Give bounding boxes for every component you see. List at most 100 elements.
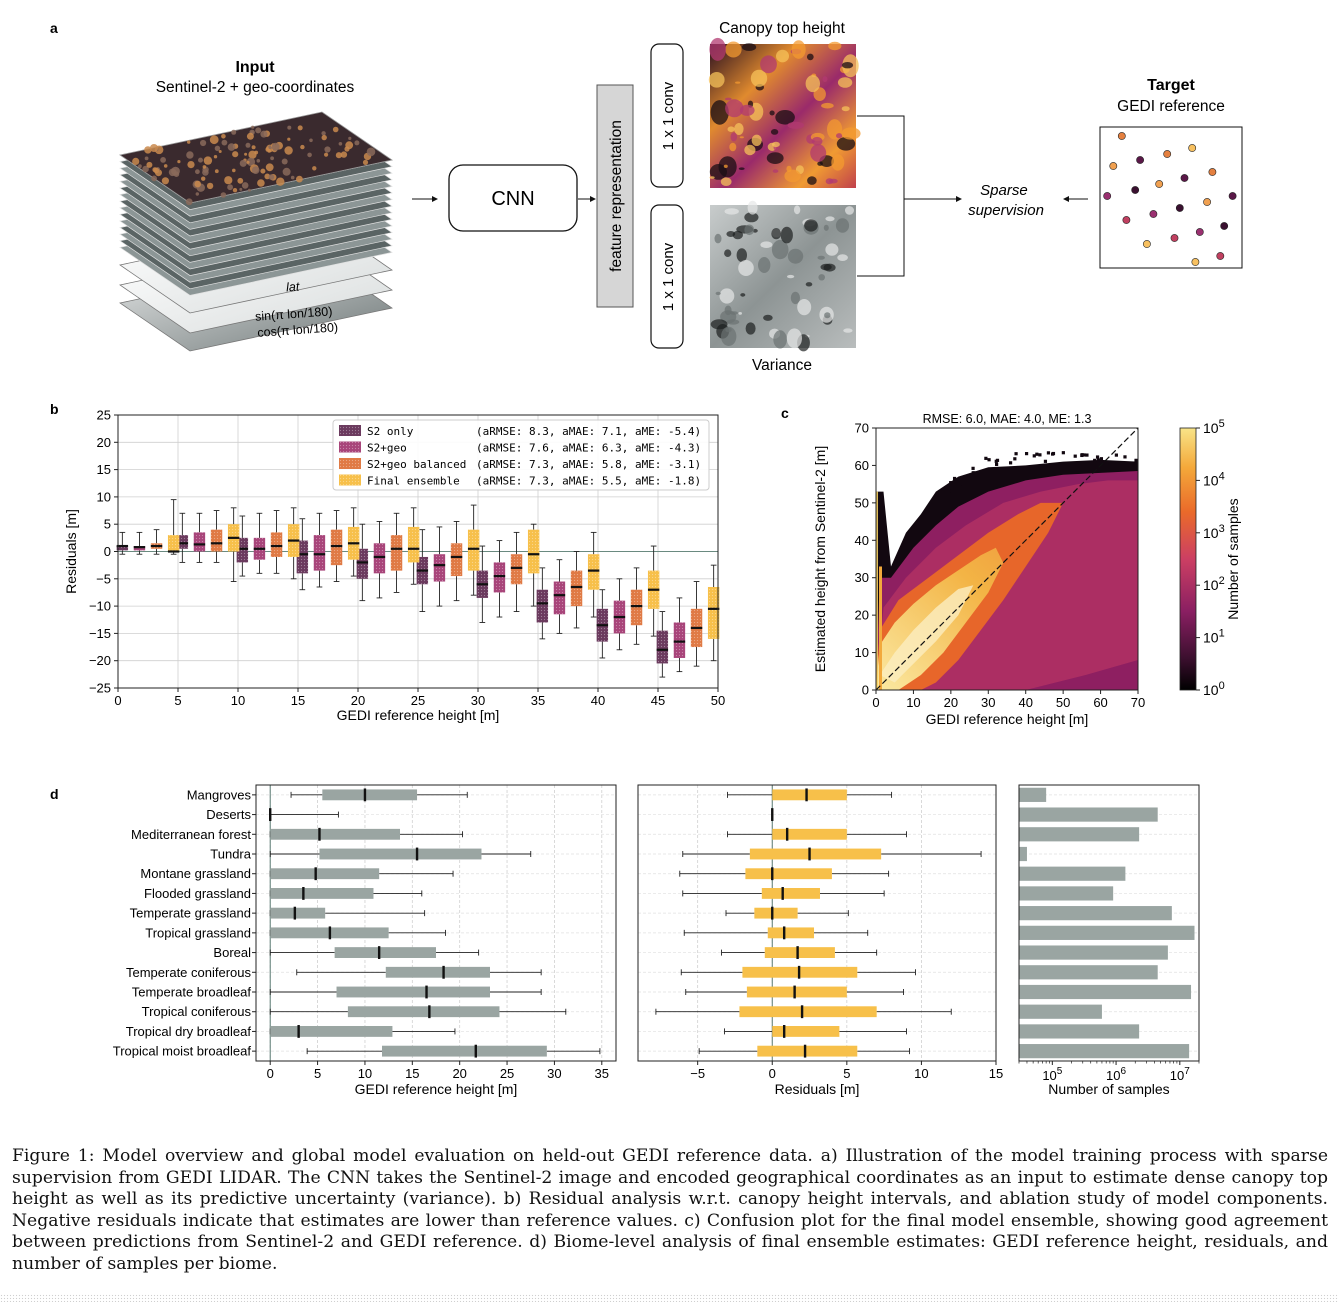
y-tick-label: −20	[89, 653, 111, 668]
panel-letter-c: c	[781, 405, 789, 421]
legend-series-name: Final ensemble	[367, 475, 460, 488]
texture-dot	[232, 188, 238, 193]
texture-blob	[709, 176, 715, 179]
gedi-dot	[1175, 204, 1184, 212]
figure-caption: Figure 1: Model overview and global mode…	[12, 1146, 1328, 1274]
input-layer-stack	[119, 111, 393, 352]
texture-dot	[268, 174, 275, 180]
outlier-cell	[1043, 459, 1048, 463]
outlier-cell	[1134, 458, 1138, 462]
texture-blob	[817, 161, 823, 166]
x-tick-label: 0	[267, 1066, 274, 1081]
x-tick-label: 50	[711, 693, 725, 708]
y-tick-label: −10	[89, 599, 111, 614]
texture-dot	[256, 159, 261, 163]
x-tick-label: 10	[914, 1066, 928, 1081]
x-tick-label: 40	[1018, 695, 1032, 710]
texture-dot	[227, 143, 236, 151]
texture-dot	[200, 139, 207, 147]
texture-blob	[750, 69, 768, 87]
texture-dot	[287, 125, 292, 130]
texture-blob	[793, 205, 801, 215]
texture-blob	[729, 142, 737, 152]
box	[739, 1006, 877, 1018]
x-tick-label: 105	[1042, 1066, 1062, 1083]
texture-blob	[760, 55, 777, 74]
texture-dot	[237, 177, 244, 184]
texture-dot	[312, 166, 317, 171]
outlier-cell	[1085, 453, 1089, 457]
colorbar-tick-label: 102	[1203, 575, 1225, 593]
texture-blob	[769, 110, 775, 116]
x-tick-label: 70	[1131, 695, 1145, 710]
texture-dot	[150, 144, 158, 152]
x-tick-label: 50	[1056, 695, 1070, 710]
x-tick-label: 5	[174, 693, 181, 708]
box-hatch	[356, 548, 369, 579]
gedi-dot	[1136, 156, 1144, 164]
texture-dot	[244, 152, 248, 156]
legend-series-name: S2+geo balanced	[367, 458, 466, 471]
texture-dot	[201, 176, 206, 181]
texture-blob	[740, 293, 746, 297]
texture-dot	[340, 151, 348, 158]
texture-blob	[805, 75, 820, 93]
outlier-cell	[1014, 452, 1018, 456]
texture-blob	[747, 200, 758, 215]
x-tick-label: 30	[547, 1066, 561, 1081]
texture-dot	[366, 147, 376, 157]
texture-blob	[825, 243, 839, 256]
target-subtitle: GEDI reference	[1117, 98, 1225, 115]
texture-dot	[335, 152, 342, 159]
conv-label-top: 1 x 1 conv	[660, 81, 677, 150]
texture-dot	[296, 175, 303, 183]
outlier-cell	[1054, 464, 1058, 468]
box	[385, 966, 490, 978]
biome-label: Temperate broadleaf	[132, 985, 252, 1000]
texture-blob	[823, 224, 829, 231]
texture-dot	[309, 138, 313, 143]
texture-dot	[187, 161, 195, 169]
gedi-dot	[1103, 192, 1112, 200]
legend-series-stats: (aRMSE: 8.3, aMAE: 7.1, aME: -5.4)	[476, 425, 701, 438]
texture-blob	[837, 254, 848, 261]
texture-dot	[246, 132, 254, 140]
box	[749, 848, 882, 860]
colorbar	[1179, 427, 1197, 691]
texture-dot	[239, 159, 247, 167]
texture-blob	[719, 288, 735, 304]
legend-box	[332, 419, 710, 491]
texture-blob	[738, 260, 754, 276]
y-axis-label: Estimated height from Sentinel-2 [m]	[812, 446, 828, 672]
legend-swatch-hatch	[339, 474, 361, 486]
box	[767, 927, 815, 939]
conv-box-bottom	[650, 204, 684, 349]
texture-blob	[744, 144, 756, 156]
x-tick-label: −5	[690, 1066, 705, 1081]
conv-box-top	[650, 43, 684, 188]
biome-label: Tropical coniferous	[142, 1004, 252, 1019]
texture-blob	[807, 176, 817, 185]
texture-blob	[836, 133, 843, 139]
x-tick-label: 10	[358, 1066, 372, 1081]
gedi-reference-box	[1099, 126, 1243, 269]
box-hatch	[536, 589, 549, 623]
box	[757, 1045, 858, 1057]
sample-count-bar	[1019, 886, 1114, 901]
outlier-cell	[1035, 452, 1039, 456]
outlier-cell	[1046, 451, 1051, 455]
texture-dot	[321, 134, 327, 141]
outlier-cell	[1032, 454, 1036, 458]
box	[347, 1006, 500, 1018]
texture-blob	[730, 132, 738, 142]
layer-label-cos: cos(π lon/180)	[257, 320, 339, 340]
texture-dot	[260, 130, 268, 138]
outlier-cell	[1038, 453, 1042, 457]
texture-dot	[354, 140, 360, 146]
y-tick-label: 30	[855, 570, 869, 585]
x-tick-label: 35	[531, 693, 545, 708]
biome-label: Tropical dry broadleaf	[126, 1024, 252, 1039]
outlier-cell	[994, 459, 998, 463]
texture-blob	[845, 206, 854, 215]
texture-blob	[806, 53, 814, 61]
